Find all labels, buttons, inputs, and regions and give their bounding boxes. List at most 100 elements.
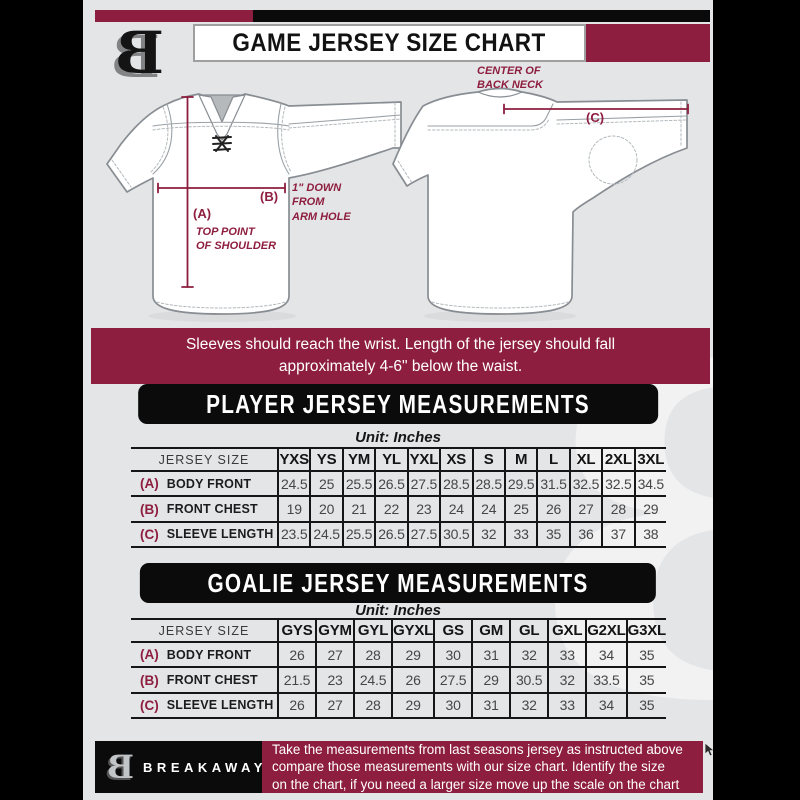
- measurement-value: 27.5: [406, 472, 440, 498]
- jersey-diagrams: [106, 87, 689, 322]
- footer-instructions: Take the measurements from last seasons …: [262, 741, 703, 793]
- size-column-header: YS: [309, 449, 342, 472]
- measurement-value: 25.5: [341, 472, 375, 498]
- measurement-value: 28: [353, 693, 392, 720]
- measurement-lines: [157, 96, 689, 288]
- measurement-value: 31.5: [536, 472, 569, 498]
- goalie-unit-label: Unit: Inches: [355, 602, 441, 619]
- size-column-header: YL: [374, 449, 407, 472]
- measurement-value: 32: [509, 693, 548, 720]
- size-column-header: L: [536, 449, 569, 472]
- label-b-key: (B): [260, 189, 279, 204]
- measurement-value: 19: [277, 497, 310, 523]
- measurement-value: 20: [309, 497, 342, 523]
- measurement-value: 24: [471, 497, 504, 523]
- measurement-value: 27.5: [433, 668, 472, 694]
- measurement-value: 28.5: [471, 472, 504, 498]
- measurement-value: 32: [509, 643, 548, 669]
- size-column-header: GS: [433, 620, 472, 643]
- label-a-key: (A): [193, 206, 212, 221]
- page-title: GAME JERSEY SIZE CHART: [232, 28, 547, 57]
- measurement-row-label: (B) FRONT CHEST: [131, 668, 277, 694]
- measurement-value: 24.5: [309, 522, 342, 549]
- size-column-header: S: [471, 449, 504, 472]
- measurement-value: 27.5: [406, 522, 440, 549]
- measurement-value: 23: [315, 668, 354, 694]
- size-column-header: 3XL: [633, 449, 666, 472]
- label-down-from-armhole: 1" DOWN FROM ARM HOLE: [292, 182, 351, 223]
- jersey-size-header: JERSEY SIZE: [131, 620, 277, 643]
- measurement-value: 22: [374, 497, 407, 523]
- measurement-value: 33: [547, 693, 586, 720]
- footer-breakaway-logo-icon: B: [107, 748, 135, 786]
- measurement-value: 33: [503, 522, 537, 549]
- size-column-header: GYS: [277, 620, 316, 643]
- size-column-header: 2XL: [601, 449, 634, 472]
- measurement-value: 32.5: [601, 472, 634, 498]
- header-top-bar-black: [253, 10, 710, 22]
- measurement-value: 30: [433, 693, 472, 720]
- size-column-header: GYM: [315, 620, 354, 643]
- measurement-value: 21.5: [277, 668, 316, 694]
- measurement-value: 29: [471, 668, 510, 694]
- header-top-bar-maroon: [95, 10, 253, 22]
- measurement-value: 32: [471, 522, 504, 549]
- measurement-row-label: (C) SLEEVE LENGTH: [131, 694, 277, 720]
- measurement-value: 31: [471, 693, 510, 720]
- measurement-value: 26: [536, 497, 569, 523]
- size-column-header: YM: [341, 449, 375, 472]
- measurement-value: 34: [585, 643, 626, 669]
- size-column-header: GM: [471, 620, 510, 643]
- measurement-row-label: (A) BODY FRONT: [131, 643, 277, 669]
- measurement-value: 33: [547, 643, 586, 669]
- measurement-value: 27: [315, 693, 354, 720]
- measurement-value: 30: [433, 643, 472, 669]
- goalie-section-heading-text: GOALIE JERSEY MEASUREMENTS: [207, 567, 589, 598]
- measurement-value: 24: [439, 497, 472, 523]
- back-jersey-drawing: [392, 87, 688, 315]
- measurement-value: 23: [406, 497, 440, 523]
- measurement-value: 35: [625, 693, 666, 720]
- measurement-row-label: (C) SLEEVE LENGTH: [131, 523, 277, 549]
- header-top-bar: [95, 10, 710, 22]
- front-jersey-drawing: [106, 93, 402, 315]
- size-column-header: YXS: [277, 449, 310, 472]
- size-column-header: GYL: [353, 620, 392, 643]
- size-column-header: M: [503, 449, 537, 472]
- collar-lace-detail: [212, 135, 232, 152]
- measurement-value: 27: [568, 497, 602, 523]
- measurement-value: 25.5: [341, 522, 375, 549]
- measurement-value: 37: [601, 522, 634, 549]
- measurement-value: 38: [633, 522, 666, 549]
- measurement-value: 36: [568, 522, 602, 549]
- measurement-value: 34.5: [633, 472, 666, 498]
- measurement-value: 21: [341, 497, 375, 523]
- measurement-value: 26.5: [374, 522, 407, 549]
- label-center-back-neck: CENTER OF BACK NECK: [477, 65, 543, 92]
- size-column-header: GYXL: [391, 620, 433, 643]
- measurement-value: 25: [309, 472, 342, 498]
- measurement-value: 35: [625, 668, 666, 694]
- measurement-row-label: (A) BODY FRONT: [131, 472, 277, 498]
- measurement-value: 30.5: [439, 522, 472, 549]
- measurement-value: 29.5: [503, 472, 537, 498]
- measurement-value: 31: [471, 643, 510, 669]
- label-c-key: (C): [586, 110, 605, 125]
- player-size-table: JERSEY SIZE YXS YS YM YL YXL XS S M L XL 2XL 3XL (A) B…: [131, 447, 666, 549]
- measurement-row-label: (B) FRONT CHEST: [131, 497, 277, 523]
- measurement-value: 35: [625, 643, 666, 669]
- measurement-value: 26: [277, 693, 316, 720]
- size-column-header: YXL: [406, 449, 440, 472]
- page-title-box: GAME JERSEY SIZE CHART: [193, 24, 586, 62]
- measurement-value: 29: [633, 497, 666, 523]
- goalie-section-heading: GOALIE JERSEY MEASUREMENTS: [139, 563, 657, 603]
- measurement-value: 28: [601, 497, 634, 523]
- player-unit-label: Unit: Inches: [355, 429, 441, 446]
- measurement-value: 30.5: [509, 668, 548, 694]
- measurement-value: 35: [536, 522, 569, 549]
- goalie-size-table: JERSEY SIZE GYS GYM GYL GYXL GS GM GL GXL G2XL G3X…: [131, 618, 666, 720]
- size-column-header: XS: [439, 449, 472, 472]
- footer-brand-box: B BREAKAWAY: [95, 741, 262, 793]
- size-column-header: GL: [509, 620, 548, 643]
